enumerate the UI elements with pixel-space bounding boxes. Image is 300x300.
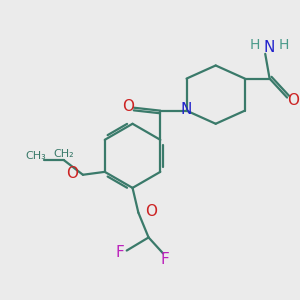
Text: O: O [145,204,157,219]
Text: O: O [287,93,299,108]
Text: N: N [264,40,275,55]
Text: O: O [122,99,134,114]
Text: F: F [116,244,125,260]
Text: F: F [160,252,169,267]
Text: H: H [279,38,290,52]
Text: O: O [66,166,78,181]
Text: H: H [250,38,260,52]
Text: N: N [181,102,192,117]
Text: CH₂: CH₂ [54,149,74,159]
Text: CH₃: CH₃ [25,151,46,161]
